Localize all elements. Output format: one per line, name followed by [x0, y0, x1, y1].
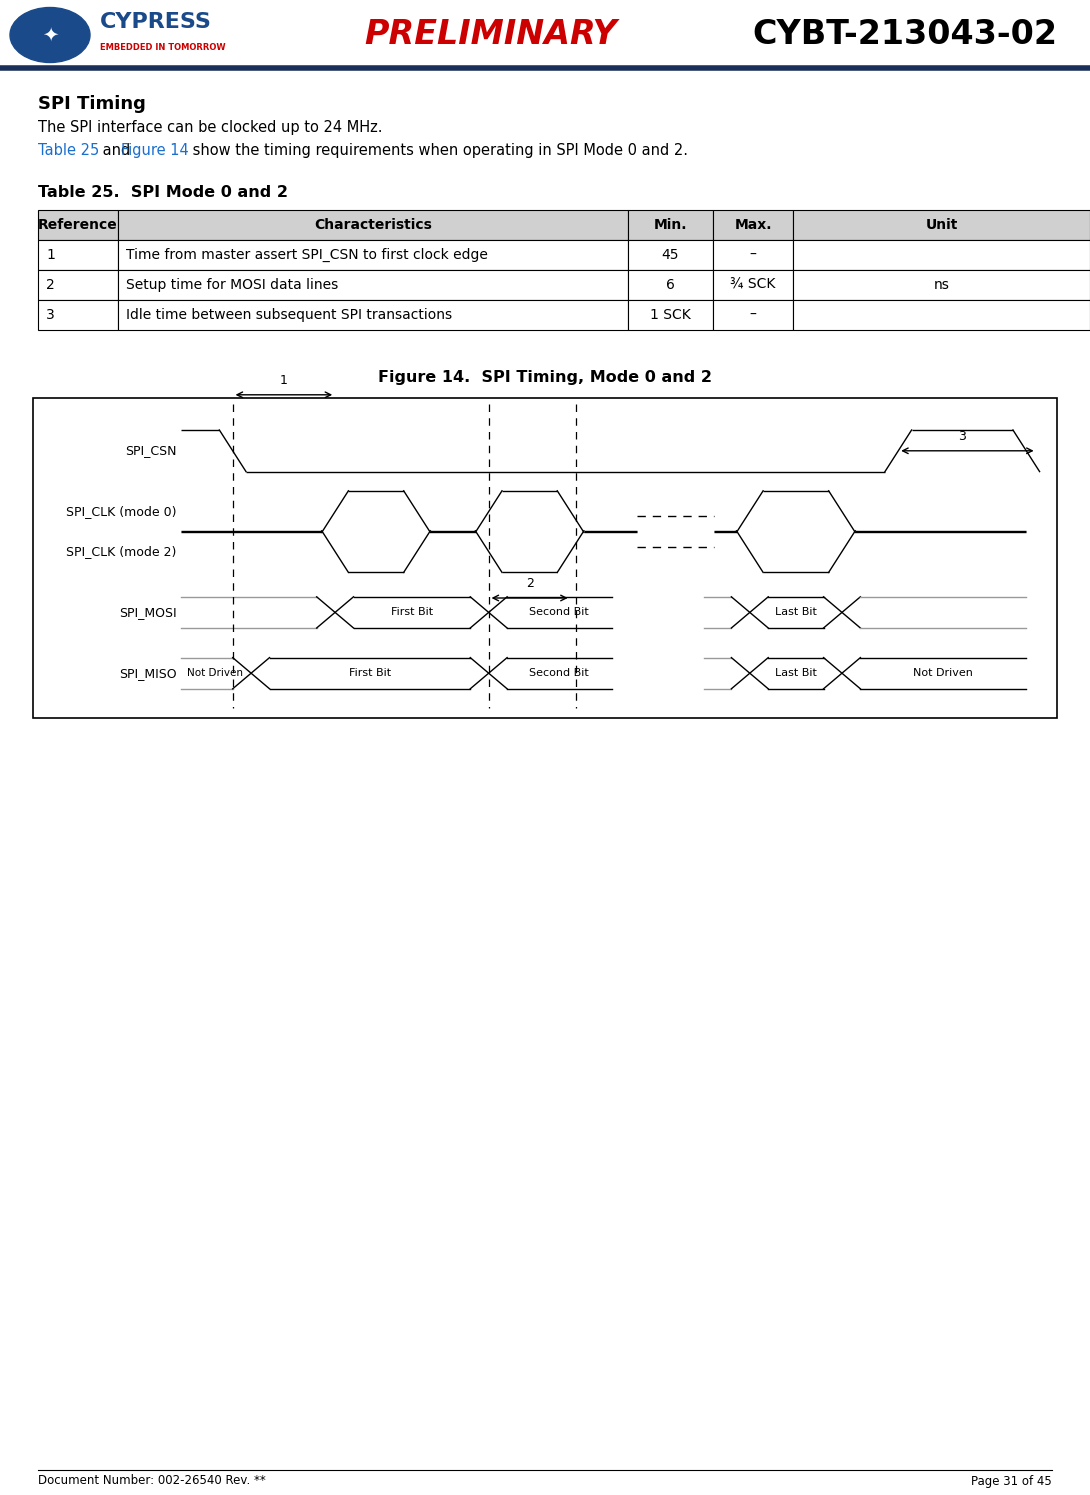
- Bar: [794, 209, 1090, 241]
- Bar: [33, 398, 1057, 718]
- Bar: [628, 209, 713, 241]
- Bar: [628, 300, 713, 330]
- Bar: [118, 209, 628, 241]
- Text: Not Driven: Not Driven: [186, 668, 243, 679]
- Text: and: and: [98, 144, 135, 158]
- Text: 2: 2: [525, 577, 534, 591]
- Text: Setup time for MOSI data lines: Setup time for MOSI data lines: [126, 278, 338, 292]
- Text: The SPI interface can be clocked up to 24 MHz.: The SPI interface can be clocked up to 2…: [38, 120, 383, 135]
- Text: 45: 45: [662, 248, 679, 262]
- Text: Idle time between subsequent SPI transactions: Idle time between subsequent SPI transac…: [126, 308, 452, 321]
- Text: –: –: [750, 308, 756, 321]
- Bar: [713, 300, 794, 330]
- Text: 2: 2: [46, 278, 54, 292]
- Text: Figure 14.  SPI Timing, Mode 0 and 2: Figure 14. SPI Timing, Mode 0 and 2: [378, 369, 712, 386]
- Bar: [38, 300, 118, 330]
- Bar: [713, 241, 794, 271]
- Text: Reference: Reference: [38, 218, 118, 232]
- Text: Last Bit: Last Bit: [775, 668, 816, 679]
- Text: Unit: Unit: [925, 218, 958, 232]
- Bar: [713, 271, 794, 300]
- Text: 3: 3: [958, 429, 966, 443]
- Text: Min.: Min.: [654, 218, 688, 232]
- Bar: [794, 300, 1090, 330]
- Text: SPI_MOSI: SPI_MOSI: [119, 605, 177, 619]
- Text: SPI_CLK (mode 0): SPI_CLK (mode 0): [66, 505, 177, 519]
- Text: 1: 1: [280, 374, 288, 387]
- Text: Figure 14: Figure 14: [121, 144, 189, 158]
- Text: Max.: Max.: [735, 218, 772, 232]
- Text: Page 31 of 45: Page 31 of 45: [971, 1474, 1052, 1488]
- Bar: [38, 209, 118, 241]
- Bar: [628, 271, 713, 300]
- Text: First Bit: First Bit: [349, 668, 391, 679]
- Text: show the timing requirements when operating in SPI Mode 0 and 2.: show the timing requirements when operat…: [187, 144, 688, 158]
- Bar: [118, 271, 628, 300]
- Bar: [794, 241, 1090, 271]
- Text: 3: 3: [46, 308, 54, 321]
- Text: ¾ SCK: ¾ SCK: [730, 278, 776, 292]
- Bar: [794, 271, 1090, 300]
- Bar: [118, 300, 628, 330]
- Text: SPI Timing: SPI Timing: [38, 96, 146, 114]
- Bar: [38, 241, 118, 271]
- Text: SPI_MISO: SPI_MISO: [119, 667, 177, 680]
- Text: PRELIMINARY: PRELIMINARY: [364, 18, 617, 51]
- Text: EMBEDDED IN TOMORROW: EMBEDDED IN TOMORROW: [100, 43, 226, 52]
- Bar: [38, 271, 118, 300]
- Text: 1: 1: [46, 248, 54, 262]
- Text: ✦: ✦: [41, 25, 58, 45]
- Bar: [628, 241, 713, 271]
- Text: Second Bit: Second Bit: [530, 668, 590, 679]
- Text: Not Driven: Not Driven: [913, 668, 973, 679]
- Ellipse shape: [10, 7, 90, 63]
- Text: Characteristics: Characteristics: [314, 218, 432, 232]
- Text: CYBT-213043-02: CYBT-213043-02: [752, 18, 1057, 51]
- Text: First Bit: First Bit: [391, 607, 433, 617]
- Text: Time from master assert SPI_CSN to first clock edge: Time from master assert SPI_CSN to first…: [126, 248, 488, 262]
- Text: CYPRESS: CYPRESS: [100, 12, 211, 31]
- Bar: [118, 241, 628, 271]
- Text: SPI_CSN: SPI_CSN: [125, 444, 177, 457]
- Bar: [713, 209, 794, 241]
- Text: SPI_CLK (mode 2): SPI_CLK (mode 2): [66, 546, 177, 558]
- Text: ns: ns: [933, 278, 949, 292]
- Text: Last Bit: Last Bit: [775, 607, 816, 617]
- Text: –: –: [750, 248, 756, 262]
- Text: Table 25.  SPI Mode 0 and 2: Table 25. SPI Mode 0 and 2: [38, 185, 288, 200]
- Text: Second Bit: Second Bit: [530, 607, 590, 617]
- Text: 1 SCK: 1 SCK: [650, 308, 691, 321]
- Text: 6: 6: [666, 278, 675, 292]
- Text: Document Number: 002-26540 Rev. **: Document Number: 002-26540 Rev. **: [38, 1474, 266, 1488]
- Text: Table 25: Table 25: [38, 144, 99, 158]
